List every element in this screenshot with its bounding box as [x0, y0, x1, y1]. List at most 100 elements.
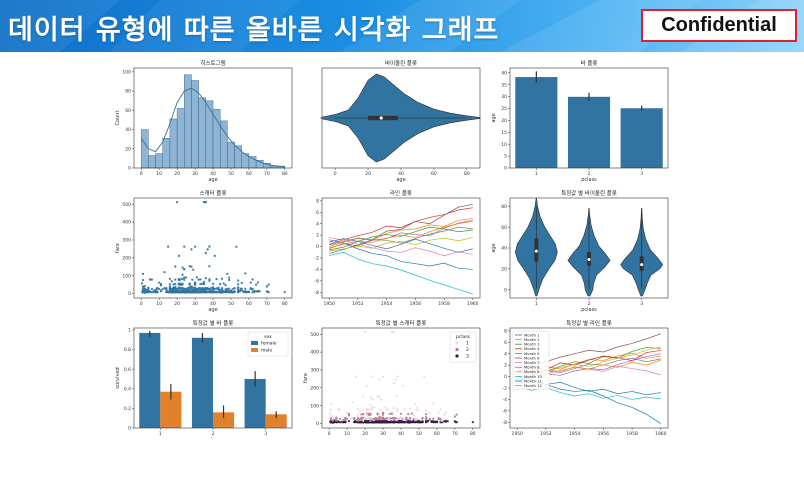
- scatter-point: [244, 290, 247, 293]
- y-tick-label: 4: [504, 351, 507, 357]
- scatter-point: [329, 418, 333, 421]
- legend-title: sex: [264, 335, 272, 340]
- y-axis-label: Count: [115, 111, 121, 126]
- scatter-point: [168, 289, 172, 293]
- y-tick-label: 200: [310, 385, 319, 391]
- scatter-point: [387, 417, 390, 421]
- x-tick-label: 0: [334, 171, 337, 177]
- y-tick-label: 1: [128, 328, 131, 334]
- scatter-point: [177, 283, 181, 286]
- scatter-point: [412, 418, 415, 421]
- scatter-point: [358, 418, 361, 421]
- scatter-point: [149, 290, 152, 294]
- bar-female: [244, 378, 266, 428]
- scatter-point: [399, 420, 403, 424]
- scatter-point: [181, 273, 184, 276]
- scatter-point: [437, 417, 440, 420]
- scatter-point: [236, 290, 240, 293]
- scatter-point: [342, 418, 345, 422]
- panel-title: 히스토그램: [200, 59, 225, 67]
- scatter-point: [410, 420, 413, 424]
- scatter-point: [152, 290, 155, 294]
- scatter-point: [204, 251, 207, 255]
- scatter-point: [360, 420, 363, 424]
- scatter-point: [236, 288, 240, 291]
- x-tick-label: 1950: [511, 431, 523, 437]
- plot-frame: [133, 67, 293, 169]
- x-tick-label: 60: [246, 171, 252, 177]
- y-tick-label: 25: [501, 106, 507, 112]
- scatter-point: [251, 278, 254, 281]
- x-tick-label: 20: [174, 301, 180, 307]
- scatter-point: [201, 290, 205, 293]
- scatter-point: [247, 290, 251, 293]
- y-tick-label: 500: [310, 332, 319, 338]
- scatter-point: [166, 290, 170, 293]
- y-tick-label: 0: [504, 287, 507, 293]
- y-tick-label: 200: [122, 255, 131, 261]
- scatter-point: [392, 330, 395, 334]
- scatter-point: [213, 291, 216, 294]
- scatter-point: [439, 408, 442, 411]
- x-tick-label: 40: [398, 171, 404, 177]
- scatter-point: [224, 288, 227, 291]
- x-tick-label: 30: [192, 301, 198, 307]
- scatter-point: [211, 290, 215, 294]
- scatter-point: [354, 420, 358, 423]
- histogram-bar: [140, 129, 149, 169]
- scatter-point: [166, 245, 170, 248]
- scatter-point: [390, 417, 394, 420]
- scatter-point: [177, 254, 181, 258]
- scatter-point: [369, 417, 372, 420]
- scatter-point: [174, 265, 177, 268]
- y-tick-label: 0: [128, 426, 131, 432]
- scatter-point: [407, 420, 410, 423]
- scatter-point: [172, 286, 175, 290]
- series-line: [329, 207, 473, 245]
- scatter-point: [453, 420, 457, 423]
- x-tick-label: 80: [282, 301, 288, 307]
- scatter-point: [226, 287, 229, 290]
- scatter-point: [195, 276, 198, 279]
- scatter-point: [183, 245, 186, 248]
- scatter-point: [145, 290, 148, 294]
- x-axis-label: age: [208, 307, 217, 313]
- scatter-point: [190, 286, 193, 289]
- y-tick-label: 0: [316, 244, 319, 250]
- plot-frame: [321, 197, 481, 299]
- y-tick-label: -6: [503, 408, 508, 414]
- x-tick-label: 70: [264, 171, 270, 177]
- scatter-point: [240, 281, 243, 285]
- scatter-point: [215, 277, 218, 281]
- scatter-point: [236, 279, 240, 282]
- scatter-point: [381, 375, 385, 378]
- y-tick-label: 60: [501, 225, 507, 231]
- bar-male: [265, 414, 287, 428]
- x-tick-label: 0: [328, 431, 331, 437]
- legend-label: Month 4: [524, 346, 540, 351]
- scatter-point: [179, 282, 182, 285]
- scatter-point: [197, 291, 200, 294]
- bar: [620, 108, 663, 168]
- scatter-point: [163, 287, 166, 290]
- scatter-point: [396, 418, 399, 421]
- scatter-point: [174, 289, 177, 293]
- scatter-point: [378, 378, 381, 381]
- scatter-point: [217, 290, 220, 294]
- y-tick-label: 40: [501, 70, 507, 76]
- scatter-point: [168, 287, 172, 290]
- scatter-point: [231, 288, 234, 291]
- x-tick-label: 1952: [352, 301, 364, 307]
- scatter-point: [371, 406, 374, 409]
- scatter-point: [349, 418, 352, 421]
- scatter-point: [201, 282, 204, 285]
- scatter-point: [147, 286, 150, 289]
- scatter-point: [244, 287, 247, 290]
- scatter-point: [417, 420, 421, 423]
- scatter-point: [183, 290, 186, 294]
- bar-female: [191, 337, 213, 428]
- scatter-point: [412, 413, 415, 417]
- scatter-point: [181, 282, 184, 285]
- scatter-point: [403, 407, 406, 411]
- scatter-point: [177, 278, 181, 282]
